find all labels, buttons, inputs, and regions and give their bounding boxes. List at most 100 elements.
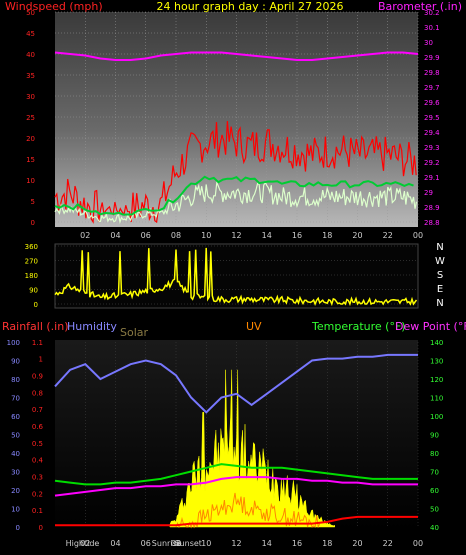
windspeed-tick-label: 10 (26, 177, 35, 185)
barometer-tick-label: 29.2 (424, 159, 440, 167)
rainfall-tick-label: 0.9 (32, 372, 43, 380)
x-tick-label: 10 (201, 539, 211, 548)
x-tick-label: 20 (352, 539, 362, 548)
windspeed-series-line (54, 180, 418, 225)
rainfall-tick-label: 0.3 (32, 473, 43, 481)
direction-tick-label: 0 (34, 301, 38, 309)
barometer-tick-label: 29.9 (424, 54, 440, 62)
average-wind-series-line (54, 175, 414, 216)
barometer-tick-label: 29.8 (424, 69, 440, 77)
temperature-tick-label: 110 (430, 395, 443, 403)
x-tick-label: 06 (141, 539, 151, 548)
direction-tick-label: 270 (25, 258, 38, 266)
barometer-tick-label: 30 (424, 39, 433, 47)
windspeed-tick-label: 0 (31, 219, 35, 227)
direction-tick-label: 360 (25, 243, 38, 251)
temperature-tick-label: 70 (430, 469, 439, 477)
barometer-tick-label: 30.2 (424, 9, 440, 17)
compass-label: S (437, 270, 443, 281)
rainfall-tick-label: 0.8 (32, 389, 43, 397)
solar-legend: Solar (120, 326, 149, 339)
compass-label: N (436, 242, 443, 253)
barometer-tick-label: 28.9 (424, 204, 440, 212)
wind-panel-bg (55, 12, 418, 227)
x-tick-label: 20 (352, 231, 362, 240)
x-tick-label: 18 (322, 539, 332, 548)
humidity-tick-label: 40 (11, 450, 20, 458)
windspeed-tick-label: 40 (26, 51, 35, 59)
uv-legend: UV (246, 320, 262, 333)
barometer-tick-label: 29.5 (424, 114, 440, 122)
temperature-tick-label: 120 (430, 376, 443, 384)
x-tick-label: 02 (80, 231, 90, 240)
rainfall-tick-label: 1.1 (32, 339, 43, 347)
event-label: Sunrise (152, 539, 182, 548)
barometer-tick-label: 29.1 (424, 174, 440, 182)
windspeed-tick-label: 45 (26, 30, 35, 38)
direction-tick-label: 180 (25, 272, 38, 280)
temperature-tick-label: 40 (430, 524, 439, 532)
compass-label: N (436, 298, 443, 309)
windspeed-tick-label: 35 (26, 72, 35, 80)
windspeed-tick-label: 20 (26, 135, 35, 143)
x-tick-label: 08 (171, 231, 181, 240)
uv-series-line (175, 492, 321, 529)
humidity-tick-label: 100 (7, 339, 20, 347)
windspeed-tick-label: 5 (31, 198, 35, 206)
x-tick-label: 10 (201, 231, 211, 240)
barometer-tick-label: 29.7 (424, 84, 440, 92)
rainfall-tick-label: 0.7 (32, 406, 43, 414)
temperature-tick-label: 140 (430, 339, 443, 347)
x-tick-label: 12 (231, 231, 241, 240)
temperature-series-line (54, 463, 418, 486)
windspeed-tick-label: 15 (26, 156, 35, 164)
x-tick-label: 18 (322, 231, 332, 240)
barometer-tick-label: 30.1 (424, 24, 440, 32)
barometer-tick-label: 29 (424, 189, 433, 197)
rainfall-tick-label: 0.4 (32, 457, 44, 465)
windspeed-tick-label: 25 (26, 114, 35, 122)
x-tick-label: 00 (413, 539, 423, 548)
x-tick-label: 14 (262, 539, 272, 548)
humidity-tick-label: 80 (11, 376, 20, 384)
humidity-tick-label: 10 (11, 506, 20, 514)
rainfall-tick-label: 0.1 (32, 507, 43, 515)
x-tick-label: 22 (383, 539, 393, 548)
gust-series-line (54, 121, 417, 224)
rainfall-tick-label: 0.6 (32, 423, 44, 431)
rainfall-series-line (55, 515, 418, 527)
direction-series-line (54, 247, 418, 307)
compass-label: E (437, 284, 443, 295)
windspeed-tick-label: 30 (26, 93, 35, 101)
rainfall-tick-label: 0.5 (32, 440, 43, 448)
x-tick-label: 04 (110, 539, 120, 548)
x-tick-label: 00 (413, 231, 423, 240)
rainfall-tick-label: 1 (39, 356, 43, 364)
humidity-tick-label: 30 (11, 469, 20, 477)
event-label: Hightide (66, 539, 100, 548)
temperature-tick-label: 90 (430, 432, 439, 440)
dewpoint-legend: Dew Point (°F) (395, 320, 466, 333)
barometer-axis-title: Barometer (.in) (378, 0, 462, 13)
barometer-series-line (54, 51, 419, 61)
compass-label: W (435, 256, 445, 267)
windspeed-tick-label: 50 (26, 9, 35, 17)
x-tick-label: 16 (292, 231, 302, 240)
barometer-tick-label: 29.3 (424, 144, 440, 152)
x-tick-label: 06 (141, 231, 151, 240)
humidity-tick-label: 50 (11, 432, 20, 440)
climate-plot: 0 0.1 0.2 0.3 0.4 0.5 0.6 0.7 0.8 0.9 1 1.1 0 10 20 30 4… (7, 339, 444, 548)
dewpoint-series-line (54, 476, 418, 497)
humidity-tick-label: 90 (11, 358, 20, 366)
temperature-tick-label: 100 (430, 413, 443, 421)
temperature-legend: Temperature (°F) (311, 320, 406, 333)
humidity-tick-label: 20 (11, 487, 20, 495)
chart-title: 24 hour graph day : April 27 2026 (157, 0, 344, 13)
humidity-tick-label: 60 (11, 413, 20, 421)
direction-tick-label: 90 (29, 287, 38, 295)
x-tick-label: 02 (80, 539, 90, 548)
rainfall-legend: Rainfall (.in) (2, 320, 69, 333)
barometer-tick-label: 29.4 (424, 129, 440, 137)
humidity-legend: Humidity (67, 320, 117, 333)
wind-barometer-plot: 0 5 10 15 20 25 30 35 40 45 50 28.8 28.9 29 29.1 29.2 29… (26, 9, 440, 240)
